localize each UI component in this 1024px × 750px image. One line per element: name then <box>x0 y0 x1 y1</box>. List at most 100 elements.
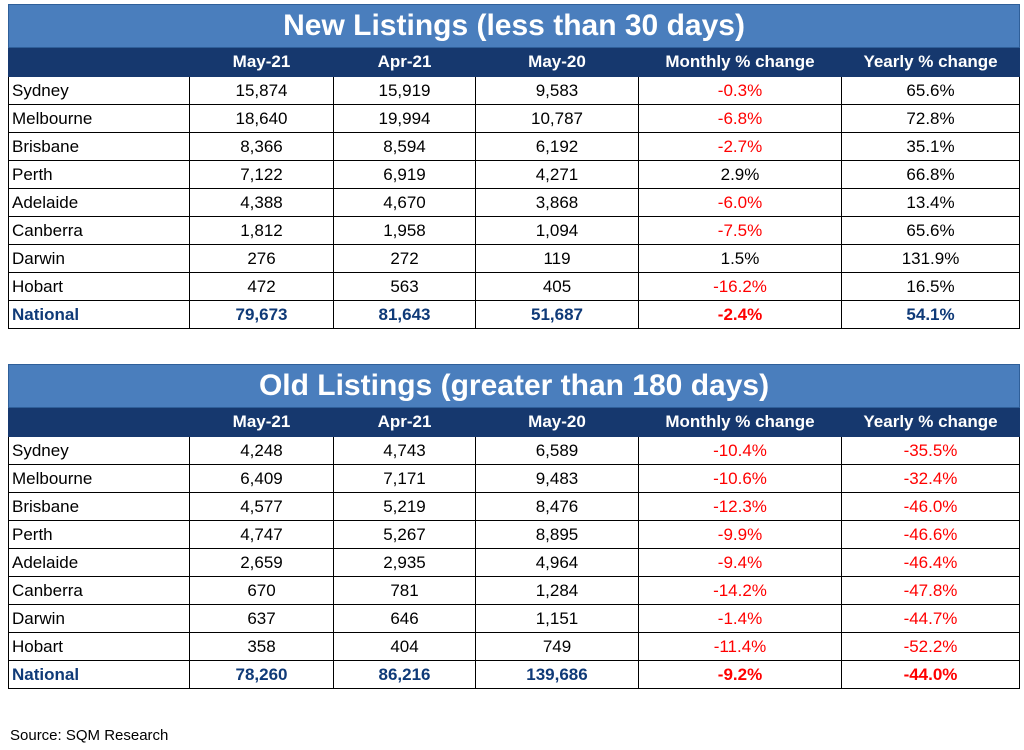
new-listings-table-container: New Listings (less than 30 days) May-21 … <box>7 4 1021 329</box>
may20-cell: 10,787 <box>475 104 639 133</box>
yearly-change-cell: -46.4% <box>840 548 1021 577</box>
old-listings-table: Old Listings (greater than 180 days) May… <box>7 364 1021 689</box>
city-cell: Sydney <box>8 76 190 105</box>
may21-cell: 15,874 <box>189 76 334 105</box>
city-cell: Adelaide <box>8 548 190 577</box>
monthly-change-cell: -12.3% <box>638 492 842 521</box>
header-yearly-change: Yearly % change <box>840 407 1021 437</box>
apr21-cell: 1,958 <box>333 216 476 245</box>
yearly-change-cell: 16.5% <box>840 272 1021 301</box>
monthly-change-cell: -1.4% <box>638 604 842 633</box>
yearly-change-cell: 35.1% <box>840 132 1021 161</box>
header-city <box>8 47 190 77</box>
may21-cell: 18,640 <box>189 104 334 133</box>
table-row: Darwin 637 646 1,151 -1.4% -44.7% <box>8 604 1021 633</box>
apr21-cell: 5,267 <box>333 520 476 549</box>
monthly-change-cell: -2.4% <box>638 300 842 329</box>
may20-cell: 749 <box>475 632 639 661</box>
may21-cell: 358 <box>189 632 334 661</box>
apr21-cell: 86,216 <box>333 660 476 689</box>
table-row: Brisbane 4,577 5,219 8,476 -12.3% -46.0% <box>8 492 1021 521</box>
may21-cell: 4,388 <box>189 188 334 217</box>
table-row: Perth 7,122 6,919 4,271 2.9% 66.8% <box>8 160 1021 189</box>
header-monthly-change: Monthly % change <box>638 47 842 77</box>
city-cell: Brisbane <box>8 492 190 521</box>
header-yearly-change: Yearly % change <box>840 47 1021 77</box>
header-apr21: Apr-21 <box>333 47 476 77</box>
yearly-change-cell: 131.9% <box>840 244 1021 273</box>
may21-cell: 276 <box>189 244 334 273</box>
may21-cell: 4,577 <box>189 492 334 521</box>
table-row: Perth 4,747 5,267 8,895 -9.9% -46.6% <box>8 520 1021 549</box>
may21-cell: 6,409 <box>189 464 334 493</box>
may20-cell: 6,192 <box>475 132 639 161</box>
table-row: Melbourne 18,640 19,994 10,787 -6.8% 72.8% <box>8 104 1021 133</box>
table-row: Sydney 4,248 4,743 6,589 -10.4% -35.5% <box>8 436 1021 465</box>
table-row: Canberra 670 781 1,284 -14.2% -47.8% <box>8 576 1021 605</box>
apr21-cell: 781 <box>333 576 476 605</box>
monthly-change-cell: -2.7% <box>638 132 842 161</box>
yearly-change-cell: 72.8% <box>840 104 1021 133</box>
monthly-change-cell: -10.4% <box>638 436 842 465</box>
city-cell: Melbourne <box>8 464 190 493</box>
monthly-change-cell: -16.2% <box>638 272 842 301</box>
new-listings-table: New Listings (less than 30 days) May-21 … <box>7 4 1021 329</box>
monthly-change-cell: -6.8% <box>638 104 842 133</box>
new-listings-title: New Listings (less than 30 days) <box>7 4 1021 48</box>
may21-cell: 472 <box>189 272 334 301</box>
yearly-change-cell: 13.4% <box>840 188 1021 217</box>
monthly-change-cell: 1.5% <box>638 244 842 273</box>
yearly-change-cell: 65.6% <box>840 76 1021 105</box>
may21-cell: 4,747 <box>189 520 334 549</box>
city-cell: Adelaide <box>8 188 190 217</box>
city-cell: Canberra <box>8 216 190 245</box>
monthly-change-cell: -6.0% <box>638 188 842 217</box>
yearly-change-cell: -47.8% <box>840 576 1021 605</box>
header-city <box>8 407 190 437</box>
city-cell: Melbourne <box>8 104 190 133</box>
yearly-change-cell: -32.4% <box>840 464 1021 493</box>
apr21-cell: 563 <box>333 272 476 301</box>
yearly-change-cell: 66.8% <box>840 160 1021 189</box>
yearly-change-cell: -44.0% <box>840 660 1021 689</box>
apr21-cell: 15,919 <box>333 76 476 105</box>
apr21-cell: 7,171 <box>333 464 476 493</box>
may20-cell: 1,094 <box>475 216 639 245</box>
apr21-cell: 19,994 <box>333 104 476 133</box>
city-cell: Darwin <box>8 244 190 273</box>
table-row: Brisbane 8,366 8,594 6,192 -2.7% 35.1% <box>8 132 1021 161</box>
city-cell: Sydney <box>8 436 190 465</box>
may21-cell: 670 <box>189 576 334 605</box>
apr21-cell: 404 <box>333 632 476 661</box>
may20-cell: 3,868 <box>475 188 639 217</box>
yearly-change-cell: -46.6% <box>840 520 1021 549</box>
yearly-change-cell: -46.0% <box>840 492 1021 521</box>
apr21-cell: 5,219 <box>333 492 476 521</box>
yearly-change-cell: -35.5% <box>840 436 1021 465</box>
yearly-change-cell: -44.7% <box>840 604 1021 633</box>
apr21-cell: 8,594 <box>333 132 476 161</box>
header-may21: May-21 <box>189 407 334 437</box>
old-listings-body: Sydney 4,248 4,743 6,589 -10.4% -35.5% Melbour… <box>8 436 1021 689</box>
may21-cell: 637 <box>189 604 334 633</box>
table-row: Hobart 358 404 749 -11.4% -52.2% <box>8 632 1021 661</box>
header-monthly-change: Monthly % change <box>638 407 842 437</box>
city-cell: Hobart <box>8 272 190 301</box>
table-row: Sydney 15,874 15,919 9,583 -0.3% 65.6% <box>8 76 1021 105</box>
may20-cell: 6,589 <box>475 436 639 465</box>
may20-cell: 139,686 <box>475 660 639 689</box>
apr21-cell: 81,643 <box>333 300 476 329</box>
table-row: National 79,673 81,643 51,687 -2.4% 54.1% <box>8 300 1021 329</box>
apr21-cell: 272 <box>333 244 476 273</box>
yearly-change-cell: -52.2% <box>840 632 1021 661</box>
monthly-change-cell: -11.4% <box>638 632 842 661</box>
monthly-change-cell: -7.5% <box>638 216 842 245</box>
may21-cell: 8,366 <box>189 132 334 161</box>
may20-cell: 1,151 <box>475 604 639 633</box>
apr21-cell: 646 <box>333 604 476 633</box>
header-may20: May-20 <box>475 407 639 437</box>
apr21-cell: 2,935 <box>333 548 476 577</box>
source-note: Source: SQM Research <box>10 727 169 744</box>
table-row: Adelaide 2,659 2,935 4,964 -9.4% -46.4% <box>8 548 1021 577</box>
city-cell: Darwin <box>8 604 190 633</box>
